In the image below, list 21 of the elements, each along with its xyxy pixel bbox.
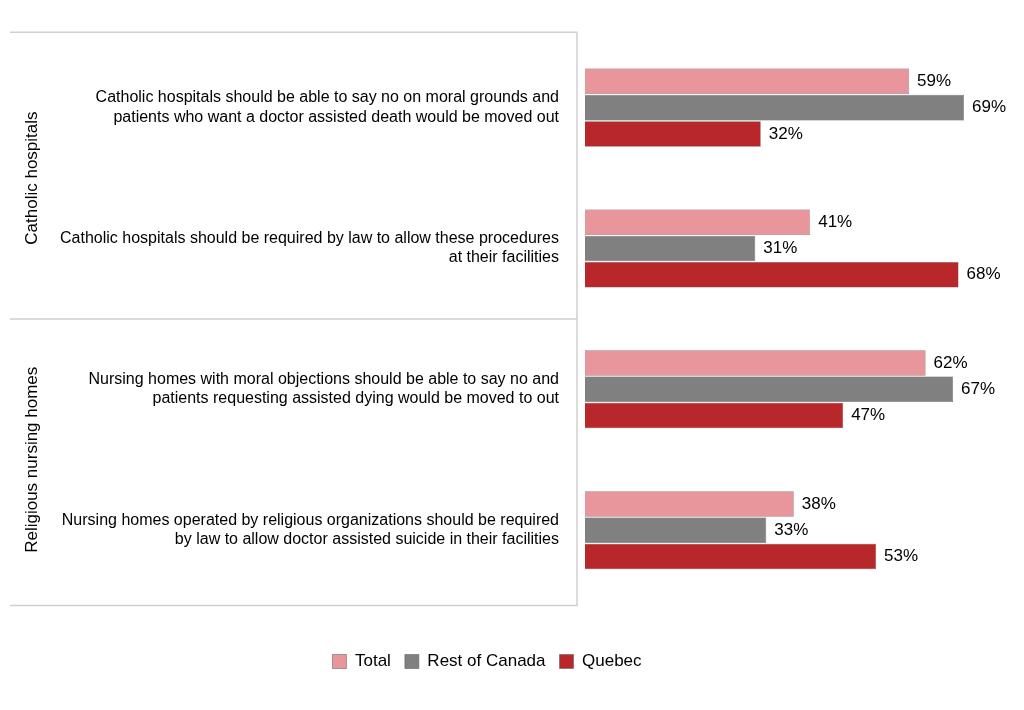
- data-label: 32%: [768, 123, 803, 143]
- data-label: 31%: [763, 238, 798, 258]
- data-label: 68%: [966, 264, 1001, 284]
- data-label: 33%: [774, 519, 809, 539]
- legend-label: Quebec: [582, 651, 643, 671]
- data-label: 59%: [917, 71, 952, 91]
- y-tick-label: Catholic hospitals should be able to say no on moral grounds and patients who want a doctor assisted death would be moved out: [95, 88, 560, 125]
- y-tick-label: Catholic hospitals should be required by law to allow these procedures at their facilities: [60, 229, 559, 266]
- data-label: 38%: [801, 493, 836, 513]
- data-label: 67%: [961, 379, 996, 399]
- data-label: 47%: [851, 405, 886, 425]
- legend-label: Total: [354, 651, 391, 671]
- text: Catholic hospitals: [21, 111, 41, 245]
- y-tick-label: Nursing homes operated by religious organizations should be required by law to allow doctor assisted suicide in their facilities: [61, 510, 559, 548]
- data-label: 62%: [933, 352, 968, 372]
- data-label: 69%: [972, 97, 1007, 117]
- text: Religious nursing homes: [21, 366, 41, 553]
- data-label: 41%: [818, 211, 853, 231]
- data-label: 53%: [884, 546, 919, 566]
- y-tick-label: Nursing homes with moral objections should be able to say no and patients requesting assisted dying would be moved to out: [88, 370, 560, 407]
- legend-label: Rest of Canada: [427, 651, 547, 671]
